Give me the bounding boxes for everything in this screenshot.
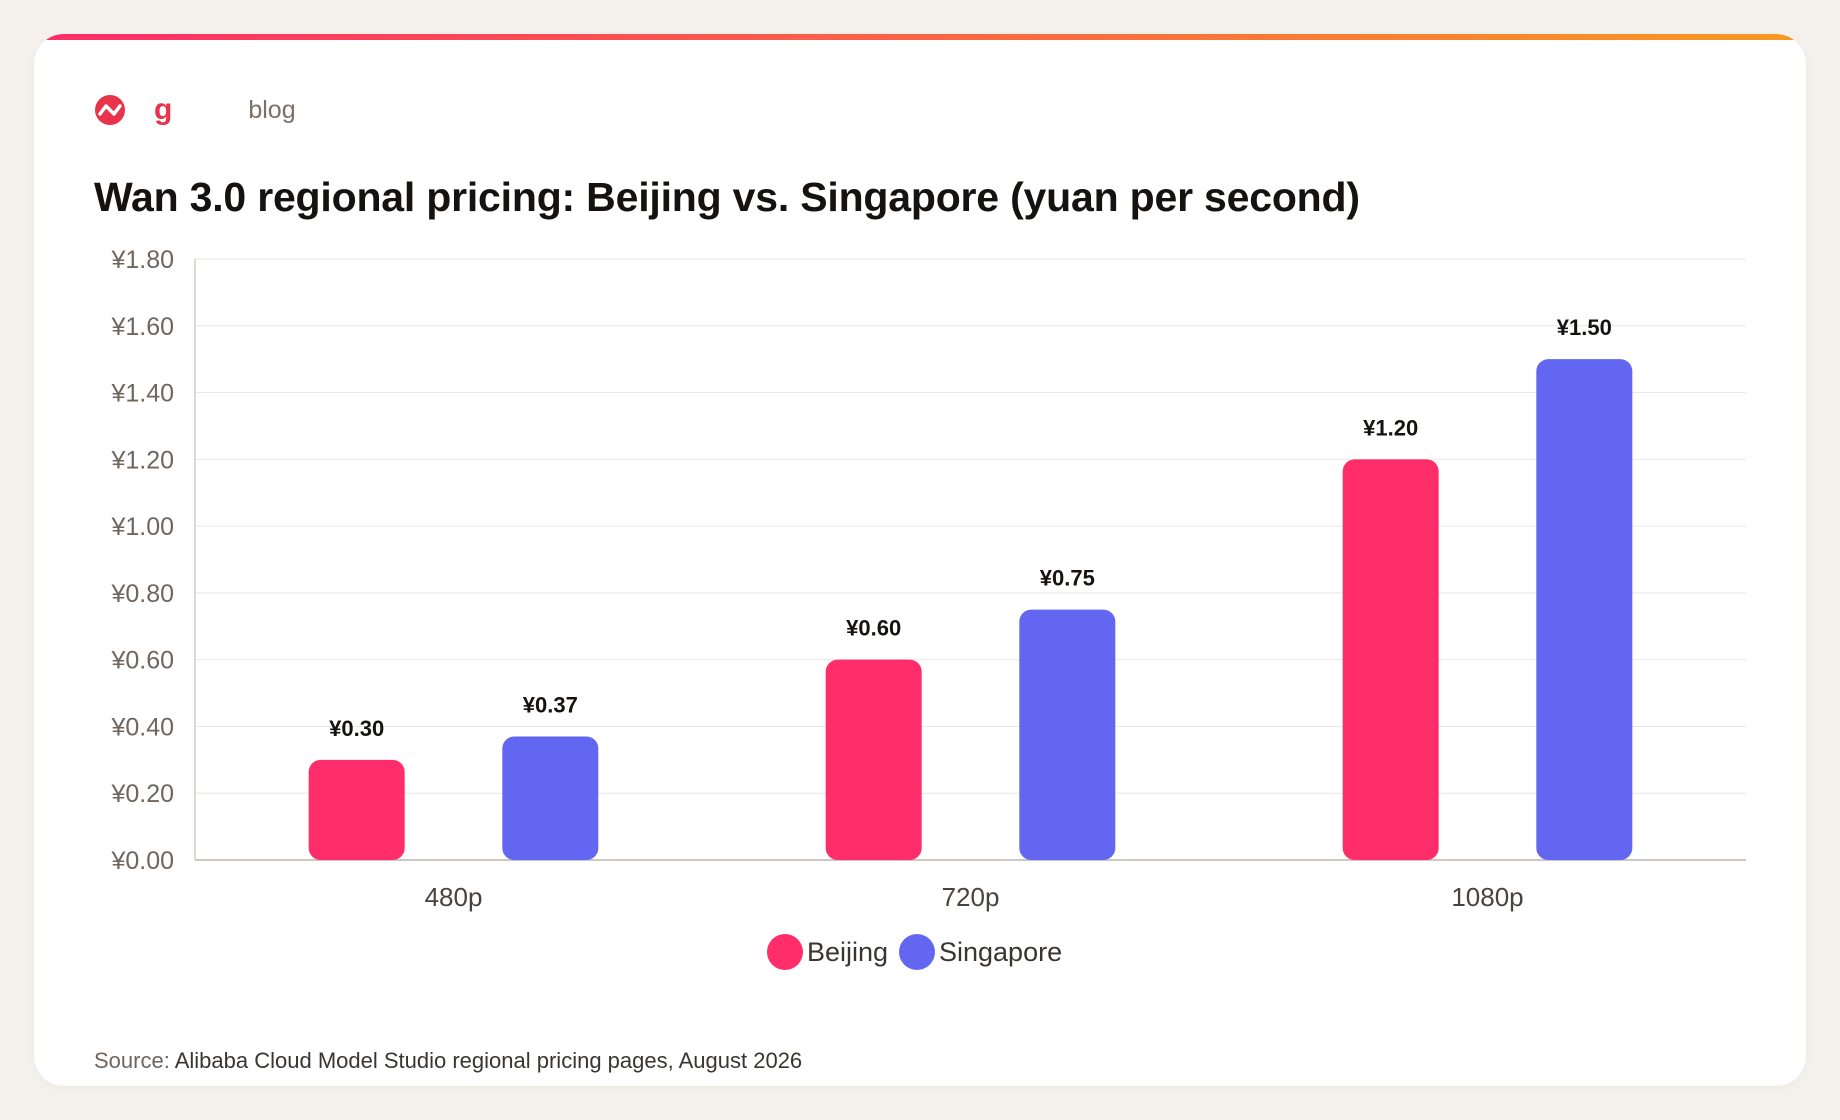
chart-title: Wan 3.0 regional pricing: Beijing vs. Si…	[94, 174, 1360, 220]
chart-card: g blog Wan 3.0 regional pricing: Beijing…	[34, 34, 1806, 1086]
data-label: ¥0.75	[1040, 566, 1095, 591]
y-tick-label: ¥0.60	[110, 647, 174, 675]
legend-label-singapore: Singapore	[939, 937, 1062, 967]
source-note: Source: Alibaba Cloud Model Studio regio…	[94, 1048, 802, 1074]
legend-label-beijing: Beijing	[807, 937, 888, 967]
y-tick-label: ¥0.20	[110, 780, 174, 808]
accent-bar	[34, 34, 1806, 40]
bar-singapore-1080p	[1536, 359, 1633, 860]
source-prefix: Source:	[94, 1048, 170, 1073]
bar-singapore-720p	[1019, 609, 1116, 860]
bar-beijing-480p	[308, 759, 405, 860]
data-label: ¥0.37	[523, 692, 578, 717]
brand-letter: g	[154, 93, 173, 126]
y-tick-label: ¥1.20	[110, 446, 174, 474]
bar-singapore-480p	[502, 736, 599, 860]
y-tick-label: ¥1.00	[110, 513, 174, 541]
source-text: Alibaba Cloud Model Studio regional pric…	[174, 1048, 803, 1073]
data-label: ¥0.30	[329, 716, 384, 741]
y-tick-label: ¥1.80	[110, 246, 174, 274]
y-tick-label: ¥0.40	[110, 713, 174, 741]
brand[interactable]: g blog	[94, 90, 296, 130]
x-tick-label: 720p	[942, 882, 1000, 912]
y-tick-label: ¥1.40	[110, 380, 174, 408]
data-label: ¥1.50	[1557, 315, 1612, 340]
data-label: ¥1.20	[1363, 415, 1418, 440]
legend-swatch-singapore	[899, 934, 935, 970]
legend-swatch-beijing	[767, 934, 803, 970]
y-tick-label: ¥1.60	[110, 313, 174, 341]
data-label: ¥0.60	[846, 616, 901, 641]
bar-beijing-720p	[825, 659, 922, 860]
bar-beijing-1080p	[1342, 459, 1439, 860]
x-tick-label: 1080p	[1451, 882, 1523, 912]
y-tick-label: ¥0.00	[110, 847, 174, 875]
brand-section-label: blog	[248, 96, 296, 124]
wave-logo-icon	[95, 95, 125, 125]
x-tick-label: 480p	[425, 882, 483, 912]
y-tick-label: ¥0.80	[110, 580, 174, 608]
